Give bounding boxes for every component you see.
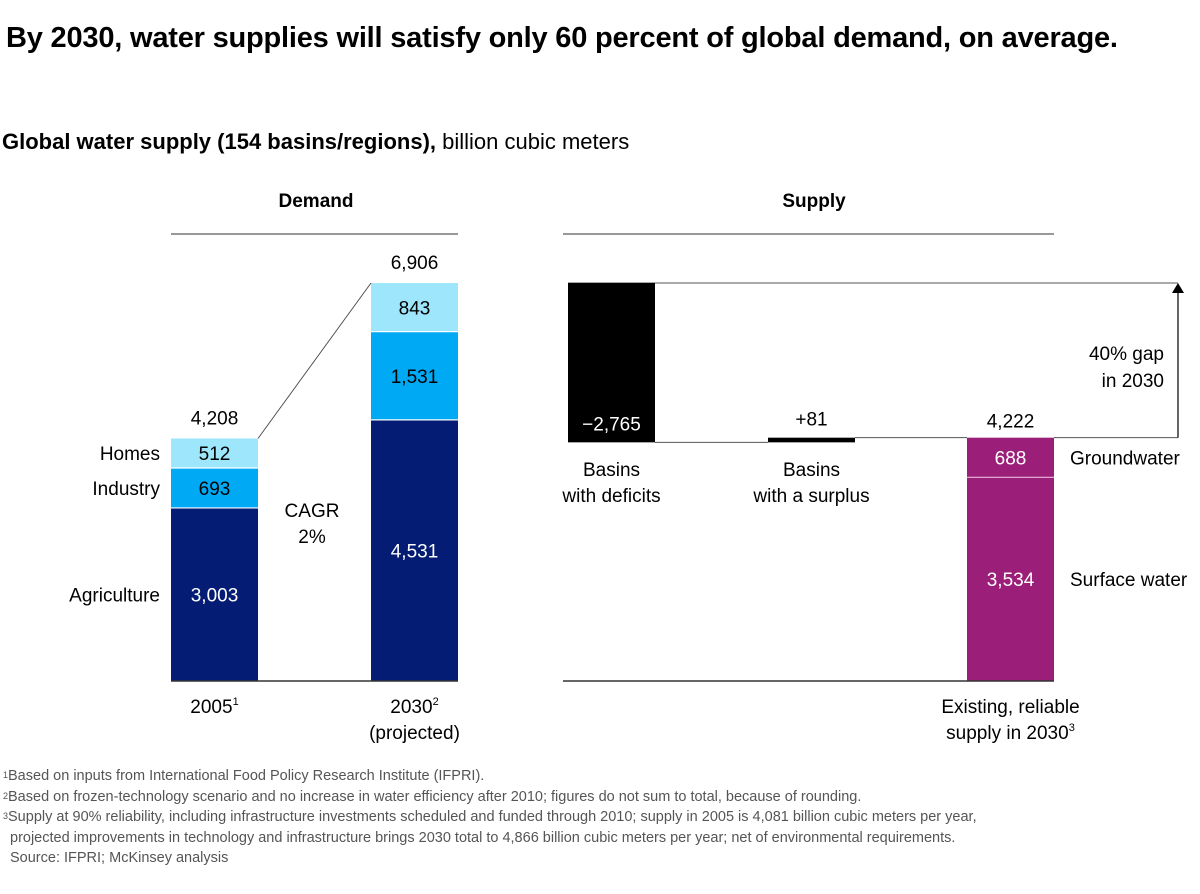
chart-subtitle: Global water supply (154 basins/regions)… (2, 128, 629, 156)
supply-total-label: 4,222 (987, 412, 1035, 433)
footnote-1: 1Based on inputs from International Food… (3, 768, 485, 784)
footnote-3: 3Supply at 90% reliability, including in… (3, 809, 977, 825)
growth-connector-line (257, 282, 372, 439)
supply-value-groundwater: 688 (995, 449, 1027, 470)
waterfall-category-label: Basins (783, 460, 840, 481)
panel-title-supply: Supply (782, 191, 846, 212)
category-label-2030: 20302 (390, 696, 438, 718)
cagr-value: 2% (298, 527, 326, 548)
waterfall-bar-deficits (568, 283, 655, 443)
supply-bar-surface-water (967, 477, 1054, 681)
source-note: Source: IFPRI; McKinsey analysis (10, 850, 229, 866)
demand-value-label: 693 (199, 479, 231, 500)
supply-bar-groundwater (967, 437, 1054, 478)
gap-annotation: 40% gap (1089, 344, 1164, 365)
waterfall-category-label: Basins (583, 460, 640, 481)
demand-value-label: 3,003 (191, 585, 239, 606)
series-label-groundwater: Groundwater (1070, 449, 1181, 470)
waterfall-bar-surplus (768, 437, 855, 443)
demand-bar-agriculture-2030 (371, 419, 458, 681)
subtitle-bold: Global water supply (154 basins/regions)… (2, 129, 437, 154)
subtitle-units: billion cubic meters (436, 129, 630, 154)
panel-title-demand: Demand (279, 191, 354, 212)
demand-bar-industry-2030 (371, 331, 458, 420)
demand-bar-agriculture-2005 (171, 507, 258, 681)
demand-total-label: 6,906 (391, 253, 439, 274)
waterfall-category-label-line2: with a surplus (752, 486, 869, 507)
category-label-2005: 20051 (190, 696, 238, 718)
waterfall-value-label: +81 (795, 410, 827, 431)
demand-value-label: 512 (199, 444, 231, 465)
chart-title: By 2030, water supplies will satisfy onl… (6, 22, 1118, 54)
waterfall-value-label: −2,765 (582, 414, 641, 435)
demand-total-label: 4,208 (191, 408, 239, 429)
waterfall-category-label-line2: with deficits (561, 486, 660, 507)
gap-annotation-line2: in 2030 (1102, 371, 1164, 392)
series-label-surface-water: Surface water (1070, 570, 1188, 591)
demand-bar-industry-2005 (171, 467, 258, 508)
category-label-line2: (projected) (369, 723, 460, 744)
demand-value-label: 4,531 (391, 541, 439, 562)
footnote-2: 2Based on frozen-technology scenario and… (3, 788, 862, 805)
demand-bar-homes-2030 (371, 283, 458, 332)
footnote-3-continued: projected improvements in technology and… (10, 829, 956, 846)
supply-category-label: Existing, reliable (941, 697, 1079, 718)
demand-value-label: 843 (399, 298, 431, 319)
gap-arrow-head-icon (1172, 283, 1184, 293)
series-label-industry: Industry (92, 479, 160, 500)
series-label-homes: Homes (100, 444, 160, 465)
supply-value-surface: 3,534 (987, 570, 1035, 591)
supply-category-label-line2: supply in 20303 (946, 722, 1075, 744)
demand-value-label: 1,531 (391, 367, 439, 388)
series-label-agriculture: Agriculture (69, 585, 160, 606)
demand-bar-homes-2005 (171, 438, 258, 468)
footnotes: 1Based on inputs from International Food… (3, 766, 1193, 869)
cagr-label: CAGR (285, 501, 340, 522)
